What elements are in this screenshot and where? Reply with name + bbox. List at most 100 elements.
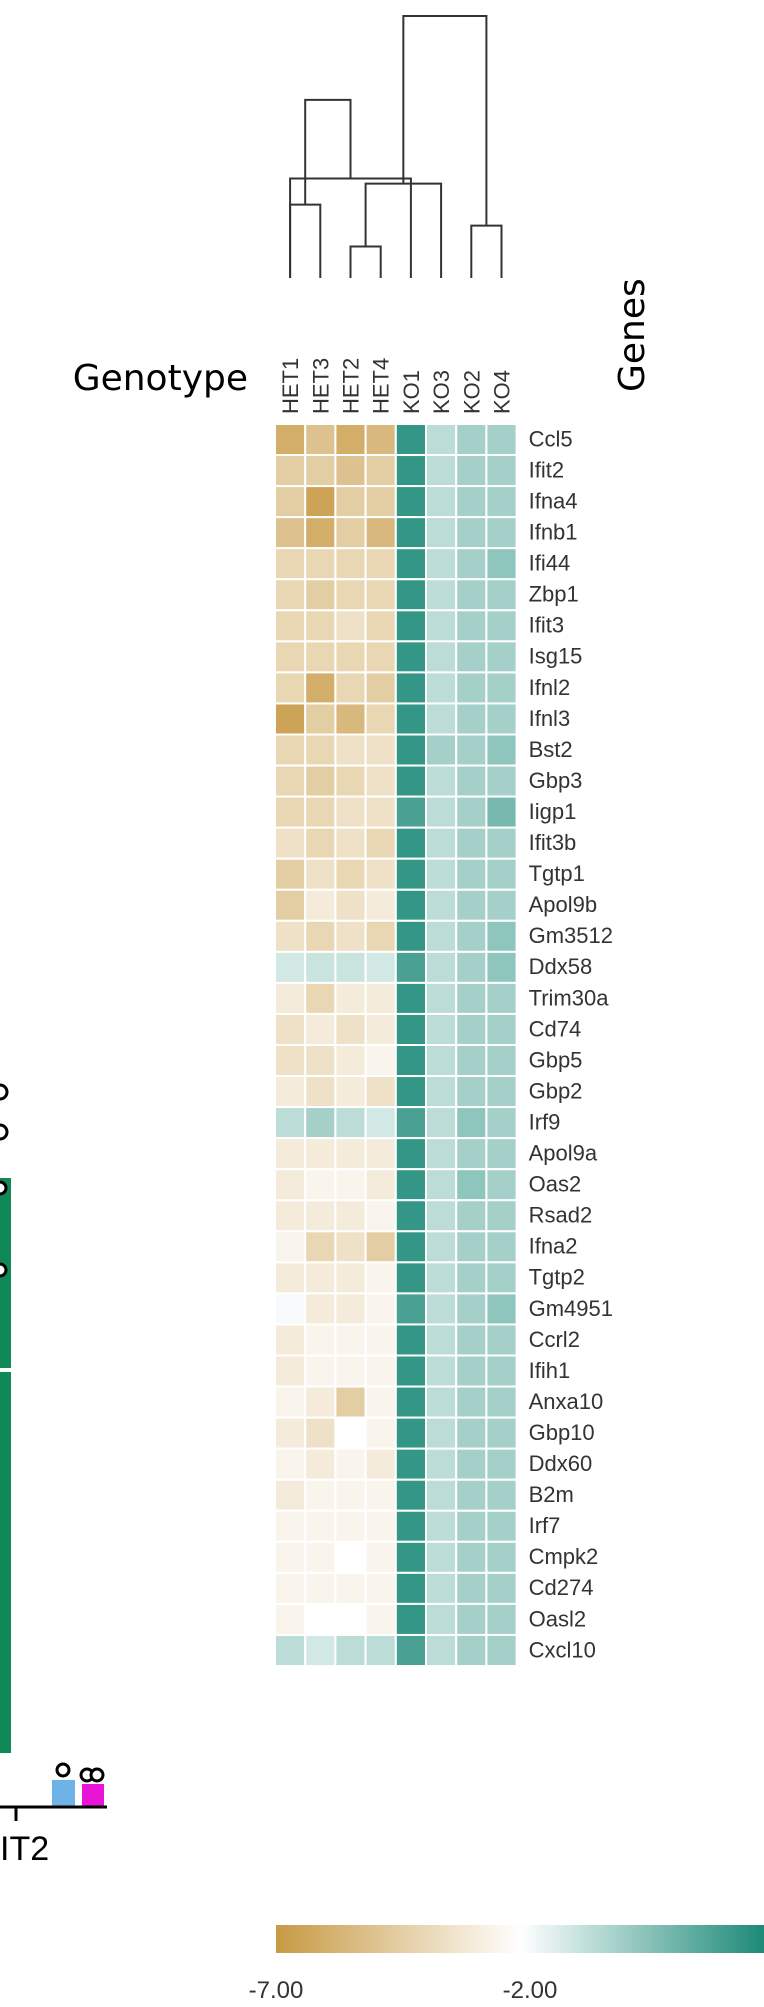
row-label: Ifna4: [529, 488, 578, 513]
heatmap-cell: [455, 1602, 488, 1636]
heatmap-cell: [425, 919, 458, 953]
heatmap-cell: [304, 1012, 337, 1047]
bar-het-blue: [52, 1780, 75, 1807]
row-label: Ddx60: [529, 1451, 593, 1476]
data-point: [89, 1767, 105, 1783]
heatmap-cell: [425, 1633, 458, 1667]
heatmap-cell: [394, 919, 427, 953]
heatmap-cell: [304, 826, 337, 860]
heatmap-cell: [304, 733, 337, 767]
heatmap-cell: [425, 1478, 458, 1512]
heatmap-cell: [455, 1012, 488, 1047]
heatmap-cell: [364, 516, 397, 550]
heatmap-cell: [394, 826, 427, 860]
colorbar-tick-label: -2.00: [503, 1977, 558, 2004]
heatmap-cell: [425, 857, 458, 891]
heatmap-cells: [274, 423, 518, 1667]
heatmap-cell: [334, 1354, 367, 1388]
heatmap-cell: [364, 1509, 397, 1543]
heatmap-cell: [274, 1540, 307, 1574]
heatmap-cell: [364, 454, 397, 488]
heatmap-cell: [455, 1199, 488, 1233]
row-label: Rsad2: [529, 1203, 593, 1228]
heatmap-cell: [425, 1044, 458, 1078]
heatmap-cell: [274, 1602, 307, 1636]
heatmap-cell: [334, 516, 367, 550]
heatmap-cell: [485, 640, 518, 674]
data-point: [0, 1180, 8, 1196]
heatmap-cell: [425, 1354, 458, 1388]
heatmap-cell: [364, 1633, 397, 1667]
heatmap-cell: [274, 485, 307, 519]
heatmap-cell: [455, 1044, 488, 1078]
heatmap-cell: [455, 733, 488, 767]
heatmap-cell: [334, 1385, 367, 1419]
heatmap-cell: [364, 888, 397, 922]
heatmap-cell: [274, 454, 307, 488]
heatmap-cell: [364, 578, 397, 612]
heatmap-cell: [334, 795, 367, 829]
data-point: [0, 1083, 9, 1101]
heatmap-cell: [455, 857, 488, 891]
heatmap-cell: [394, 423, 427, 457]
heatmap-cell: [274, 1385, 307, 1419]
heatmap-cell: [364, 1447, 397, 1481]
genotype-axis-title: Genotype: [73, 358, 248, 399]
heatmap-cell: [274, 423, 307, 457]
heatmap-cell: [304, 1571, 337, 1605]
heatmap-cell: [425, 764, 458, 798]
heatmap-cell: [274, 1509, 307, 1543]
heatmap-cell: [304, 1261, 337, 1295]
heatmap-cell: [485, 1075, 518, 1109]
bar-ko: [0, 1178, 11, 1753]
heatmap-cell: [274, 1106, 307, 1140]
column-label: HET1: [278, 358, 303, 414]
heatmap-cell: [304, 764, 337, 798]
row-label: Iigp1: [529, 799, 577, 824]
heatmap-cell: [274, 764, 307, 798]
row-label: Apol9a: [529, 1141, 598, 1166]
heatmap-cell: [364, 1261, 397, 1295]
heatmap-cell: [364, 1602, 397, 1636]
heatmap-cell: [274, 547, 307, 581]
heatmap-cell: [425, 826, 458, 860]
heatmap-cell: [485, 733, 518, 767]
heatmap-cell: [304, 1385, 337, 1419]
row-label: Irf9: [529, 1109, 561, 1134]
row-label: Ddx58: [529, 954, 593, 979]
heatmap-cell: [485, 454, 518, 488]
heatmap-cell: [485, 1447, 518, 1481]
heatmap-cell: [425, 609, 458, 643]
heatmap-cell: [364, 1168, 397, 1202]
heatmap-cell: [394, 454, 427, 488]
heatmap-cell: [425, 1540, 458, 1574]
heatmap-cell: [394, 733, 427, 767]
heatmap-cell: [455, 516, 488, 550]
heatmap-cell: [394, 1385, 427, 1419]
heatmap-cell: [455, 454, 488, 488]
row-label: Cd274: [529, 1575, 594, 1600]
heatmap-cell: [485, 857, 518, 891]
row-label: Zbp1: [529, 582, 579, 607]
heatmap-cell: [274, 702, 307, 736]
heatmap-cell: [485, 1137, 518, 1171]
heatmap-cell: [425, 1261, 458, 1295]
row-label: Tgtp1: [529, 861, 585, 886]
heatmap-cell: [485, 578, 518, 612]
heatmap-cell: [334, 950, 367, 984]
heatmap-cell: [485, 671, 518, 705]
heatmap-cell: [274, 671, 307, 705]
heatmap-cell: [304, 671, 337, 705]
heatmap-cell: [455, 888, 488, 922]
heatmap-cell: [334, 857, 367, 891]
heatmap-cell: [304, 1602, 337, 1636]
heatmap-cell: [425, 1075, 458, 1109]
row-label: Ifit2: [529, 457, 564, 482]
heatmap-cell: [304, 1416, 337, 1450]
heatmap-cell: [304, 609, 337, 643]
heatmap-cell: [485, 1230, 518, 1264]
heatmap-cell: [334, 671, 367, 705]
row-label: Isg15: [529, 644, 583, 669]
heatmap-cell: [364, 609, 397, 643]
colorbar: [276, 1925, 764, 1953]
